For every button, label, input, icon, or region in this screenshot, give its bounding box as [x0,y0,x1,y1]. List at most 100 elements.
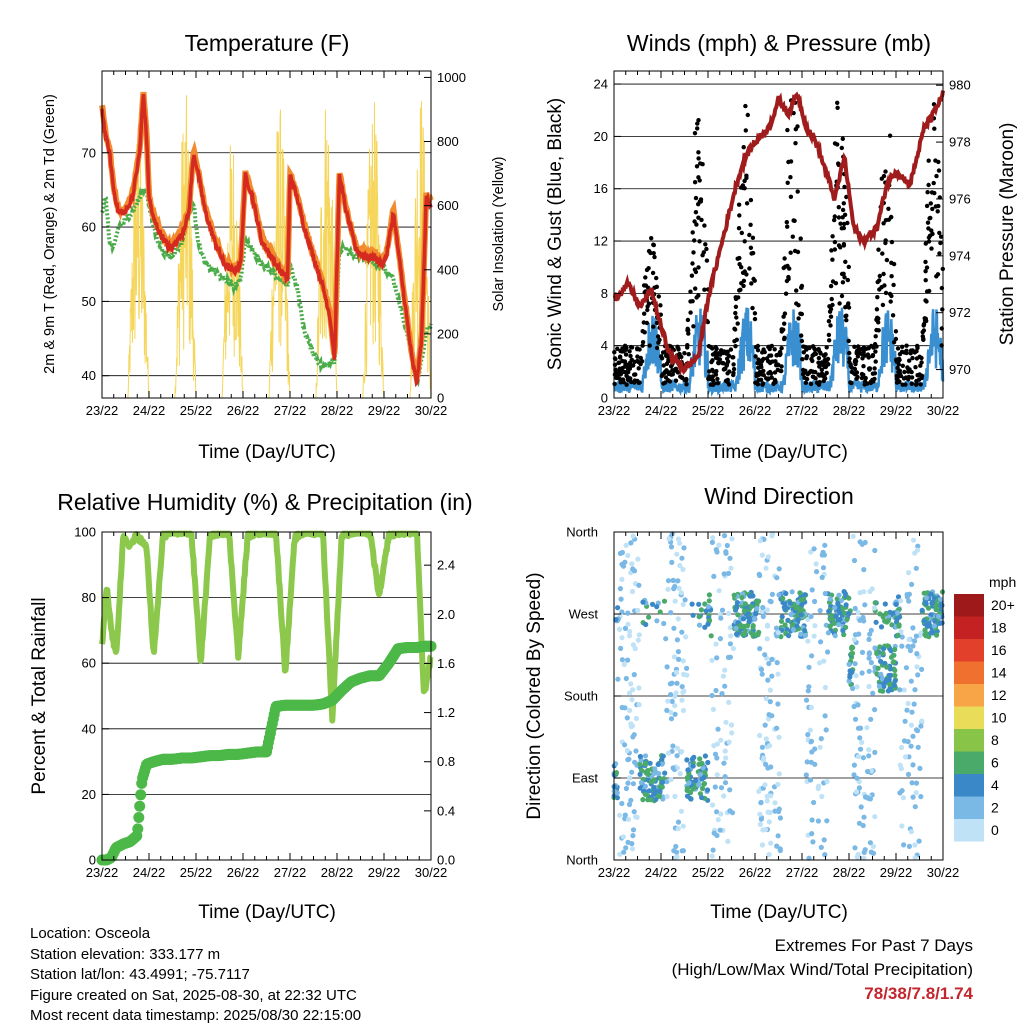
direction-point [721,571,727,577]
gust-point [895,346,901,351]
direction-point [729,536,735,542]
direction-point [712,784,718,790]
direction-point [774,843,780,849]
gust-point [935,209,940,214]
direction-point [699,794,705,801]
gust-point [940,307,945,312]
direction-point [851,557,858,564]
gust-point [761,368,766,374]
direction-point [810,839,816,845]
direction-point [896,623,902,629]
direction-point [696,782,702,788]
direction-point [892,672,898,679]
direction-point [710,535,716,541]
gust-point [651,251,656,256]
direction-point [919,607,925,613]
direction-point [808,704,815,711]
direction-point [628,797,634,803]
gust-point [784,220,789,225]
gust-point [750,305,755,311]
direction-point [683,634,689,640]
gust-point [846,338,851,344]
gust-point [768,353,774,358]
direction-point [670,765,676,771]
direction-point [808,613,814,620]
x-tick-label: 27/22 [274,403,307,418]
gust-point [781,265,786,271]
gust-point [785,180,790,185]
direction-point [809,831,815,837]
direction-point [758,666,765,673]
direction-point [919,718,925,724]
direction-point [857,735,863,741]
direction-point [759,608,765,615]
direction-point [613,770,620,776]
gust-point [622,359,628,364]
gust-point [749,281,754,286]
direction-point [757,646,763,652]
gust-point [696,215,701,220]
gust-point [926,239,932,244]
direction-point [762,826,769,833]
gust-point [612,362,618,367]
gust-point [675,370,681,375]
gust-point [916,377,922,382]
gust-point [920,329,925,335]
direction-point [696,622,703,628]
gust-point [778,351,783,357]
gust-point [661,381,666,386]
gust-point [861,364,866,369]
x-tick-label: 24/22 [133,403,166,418]
direction-point [685,767,691,773]
direction-point [625,657,631,663]
direction-point [675,536,682,542]
gust-point [799,311,804,317]
direction-point [912,804,918,810]
gust-point [754,371,759,376]
direction-point [937,620,943,626]
gust-point [710,382,716,387]
direction-point [628,721,634,727]
direction-point [768,840,774,846]
colorbar-swatch [954,616,984,639]
direction-point [659,761,665,767]
direction-point [711,573,717,580]
gust-point [679,354,684,360]
direction-point [802,592,808,598]
direction-point [872,645,878,651]
colorbar-label: 0 [991,822,999,838]
gust-point [802,370,807,375]
gust-point [873,349,878,354]
direction-point [669,559,675,566]
gust-point [743,128,748,133]
direction-point [680,823,686,829]
gust-point [929,246,934,251]
gust-point [781,327,786,332]
direction-point [742,631,748,637]
x-tick-label: 24/22 [645,403,678,418]
gust-point [824,345,829,350]
direction-point [734,605,740,611]
colorbar-swatch [954,661,984,684]
direction-point [739,594,745,601]
gust-point [737,213,742,218]
gust-point [618,354,623,359]
gust-point [920,334,925,339]
gust-point [859,375,865,381]
gust-point [682,351,687,356]
colorbar-swatch [954,751,984,774]
gust-point [826,319,832,324]
direction-point [670,743,676,749]
gust-point [645,304,650,309]
gust-point [711,378,716,383]
direction-point [833,613,839,619]
y-tick-label: 100 [74,525,96,540]
wind-gust-series [612,98,945,387]
direction-point [615,605,621,611]
direction-point [798,612,804,618]
gust-point [771,381,776,386]
direction-point [672,598,678,604]
gust-point [692,180,698,185]
gust-point [855,374,860,380]
direction-point [705,621,711,627]
